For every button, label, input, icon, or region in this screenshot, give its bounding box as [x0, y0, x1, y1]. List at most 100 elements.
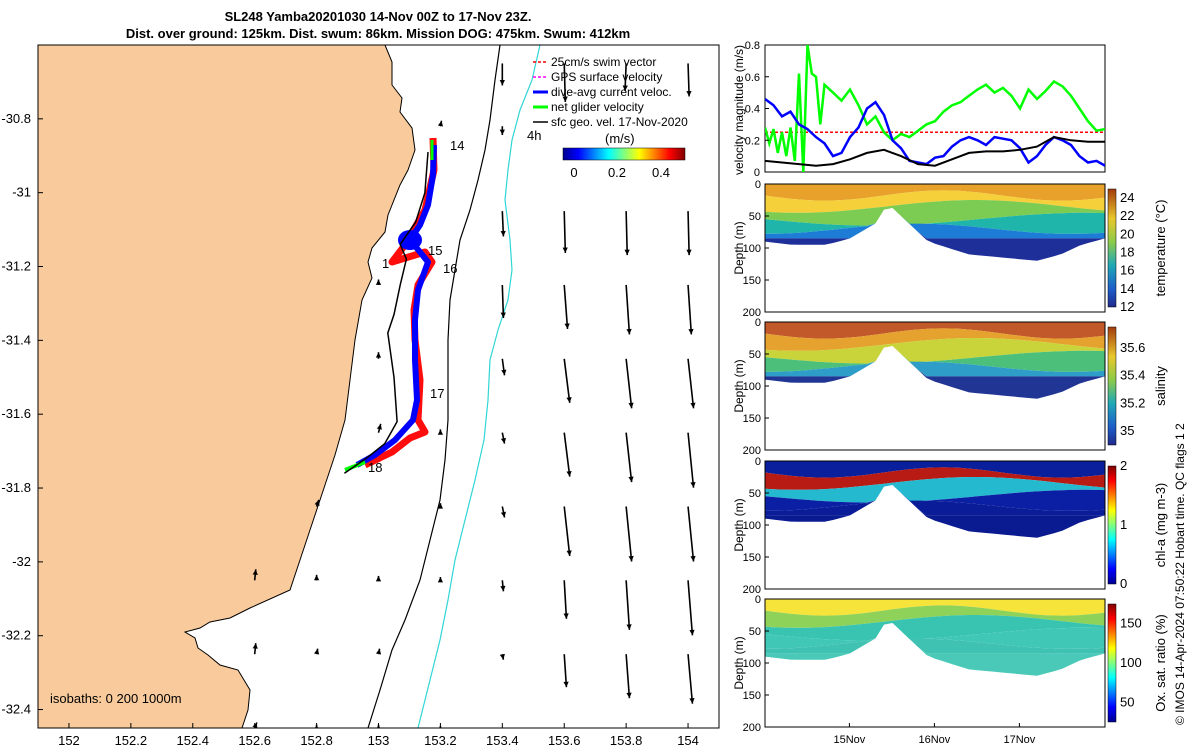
map-xtick-label: 153 [368, 733, 390, 748]
section-band [765, 322, 1105, 339]
day-label-14: 14 [450, 138, 464, 153]
geo-velocity-arrowhead [375, 648, 382, 655]
geo-velocity-arrowhead [314, 499, 320, 506]
geo-velocity-arrowhead [562, 96, 568, 102]
map-ytick-label: -32 [12, 554, 31, 569]
colorbar-tick-label: 35.2 [1120, 395, 1145, 410]
geo-velocity-arrowhead [566, 470, 572, 477]
colorbar-label: temperature (°C) [1153, 200, 1168, 297]
section-ytick-label: 100 [743, 381, 761, 393]
geo-velocity-arrowhead [375, 279, 382, 285]
section-band [765, 477, 1105, 503]
geo-velocity-arrowhead [437, 503, 444, 509]
section-colorbar [1107, 326, 1117, 446]
geo-velocity-arrowhead [437, 120, 444, 127]
section-band [765, 623, 1105, 654]
colorbar-tick-label: 50 [1120, 694, 1134, 709]
colorbar-tick-label: 2 [1120, 458, 1127, 473]
geo-velocity-arrowhead [563, 681, 569, 688]
geo-velocity-arrow [625, 432, 633, 483]
geo-velocity-arrow [563, 432, 571, 477]
geo-velocity-arrowhead [500, 585, 506, 592]
geo-velocity-arrowhead [313, 574, 320, 581]
section-colorbar [1107, 603, 1117, 723]
geo-velocity-arrowhead [376, 423, 382, 430]
day-label-16: 16 [443, 261, 457, 276]
title-line1: SL248 Yamba20201030 14-Nov 00Z to 17-Nov… [225, 9, 532, 24]
geo-velocity-arrowhead [437, 429, 444, 435]
imos-credit: © IMOS 14-Apr-2024 07:50:22 Hobart time.… [1173, 423, 1187, 725]
geo-velocity-arrowhead [626, 692, 632, 699]
section-ylabel: Depth (m) [732, 636, 746, 689]
section-band [765, 461, 1105, 478]
geo-velocity-arrowhead [314, 648, 320, 655]
map-xtick-label: 153.4 [486, 733, 519, 748]
map-ytick-label: -31.2 [1, 259, 31, 274]
colorbar-unit: (m/s) [605, 131, 635, 146]
section-band [765, 208, 1105, 261]
geo-velocity-arrowhead [375, 352, 382, 358]
section-band [765, 623, 1105, 676]
section-sal: 0 50 100 150 200 Depth (m) 35 35.2 35.4 35.6 salin… [732, 317, 1168, 457]
section-temp: 0 50 100 150 200 Depth (m) 12 14 16 18 20 22 24 tempe… [732, 179, 1168, 319]
map-xtick-label: 152 [58, 733, 80, 748]
geo-velocity-arrow [625, 211, 629, 256]
isobath-label: isobaths: 0 200 1000m [50, 691, 182, 706]
geo-velocity-arrowhead [499, 653, 505, 660]
map-ytick-label: -31.4 [1, 332, 31, 347]
colorbar-tick-label: 20 [1120, 226, 1134, 241]
section-band [765, 208, 1105, 234]
geo-velocity-arrowhead [437, 577, 444, 583]
colorbar-tick-label: 18 [1120, 245, 1134, 260]
velocity-ticks: 0 0.2 0.4 0.6 0.8 [745, 40, 769, 179]
geo-velocity-arrowhead [500, 230, 506, 237]
glider-track [343, 137, 438, 474]
colorbar-tick-label: 1 [1120, 517, 1127, 532]
colorbar-tick-label: 100 [1120, 655, 1142, 670]
geo-velocity-arrowhead [628, 402, 634, 409]
geo-velocity-arrow [625, 580, 631, 630]
map-xtick-label: 152.2 [115, 733, 148, 748]
geo-velocity-arrowhead [564, 323, 570, 329]
section-ytick-label: 150 [743, 413, 761, 425]
geo-velocity-arrowhead [628, 476, 634, 483]
geo-velocity-arrow [687, 358, 695, 409]
section-band [765, 200, 1105, 226]
map-xtick-label: 153.6 [548, 733, 581, 748]
geo-velocity-arrowhead [500, 437, 507, 444]
map-xtick-label: 152.4 [176, 733, 209, 748]
section-band [765, 485, 1105, 516]
geo-velocity-arrow [687, 63, 690, 97]
colorbar-tick-label: 24 [1120, 190, 1134, 205]
section-band [765, 485, 1105, 538]
geo-velocity-arrow [687, 506, 695, 562]
geo-velocity-arrow [687, 211, 690, 256]
map-xtick-label: 153.8 [610, 733, 643, 748]
geo-velocity-arrowhead [375, 575, 382, 582]
geo-velocity-arrowhead [566, 550, 572, 556]
velocity-lines [765, 45, 1105, 172]
colorbar-tick-0: 0 [570, 165, 577, 180]
section-ytick-label: 50 [749, 349, 761, 361]
geo-velocity-arrowhead [566, 397, 572, 403]
surface-current-vectors [252, 63, 696, 728]
section-xtick-label: 16Nov [919, 734, 951, 746]
geo-velocity-arrowhead [686, 249, 692, 256]
map-ytick-label: -32.4 [1, 702, 31, 717]
section-band [765, 346, 1105, 372]
land-coastline [38, 45, 416, 728]
map-xtick-label: 154 [677, 733, 699, 748]
section-band [765, 485, 1105, 511]
day-label-1: 1 [382, 256, 389, 271]
section-ytick-label: 200 [743, 584, 761, 596]
section-ytick-label: 200 [743, 722, 761, 734]
colorbar-label: salinity [1153, 366, 1168, 406]
section-ytick-label: 0 [755, 594, 761, 606]
geo-velocity-arrow [625, 284, 631, 335]
velocity-ylabel: velocity magnitude (m/s) [732, 45, 746, 175]
section-chl: 0 50 100 150 200 Depth (m) 0 1 2 chl-a (mg m-3) [732, 456, 1168, 596]
geo-velocity-arrowhead [626, 328, 632, 335]
map-xtick-label: 152.6 [238, 733, 271, 748]
